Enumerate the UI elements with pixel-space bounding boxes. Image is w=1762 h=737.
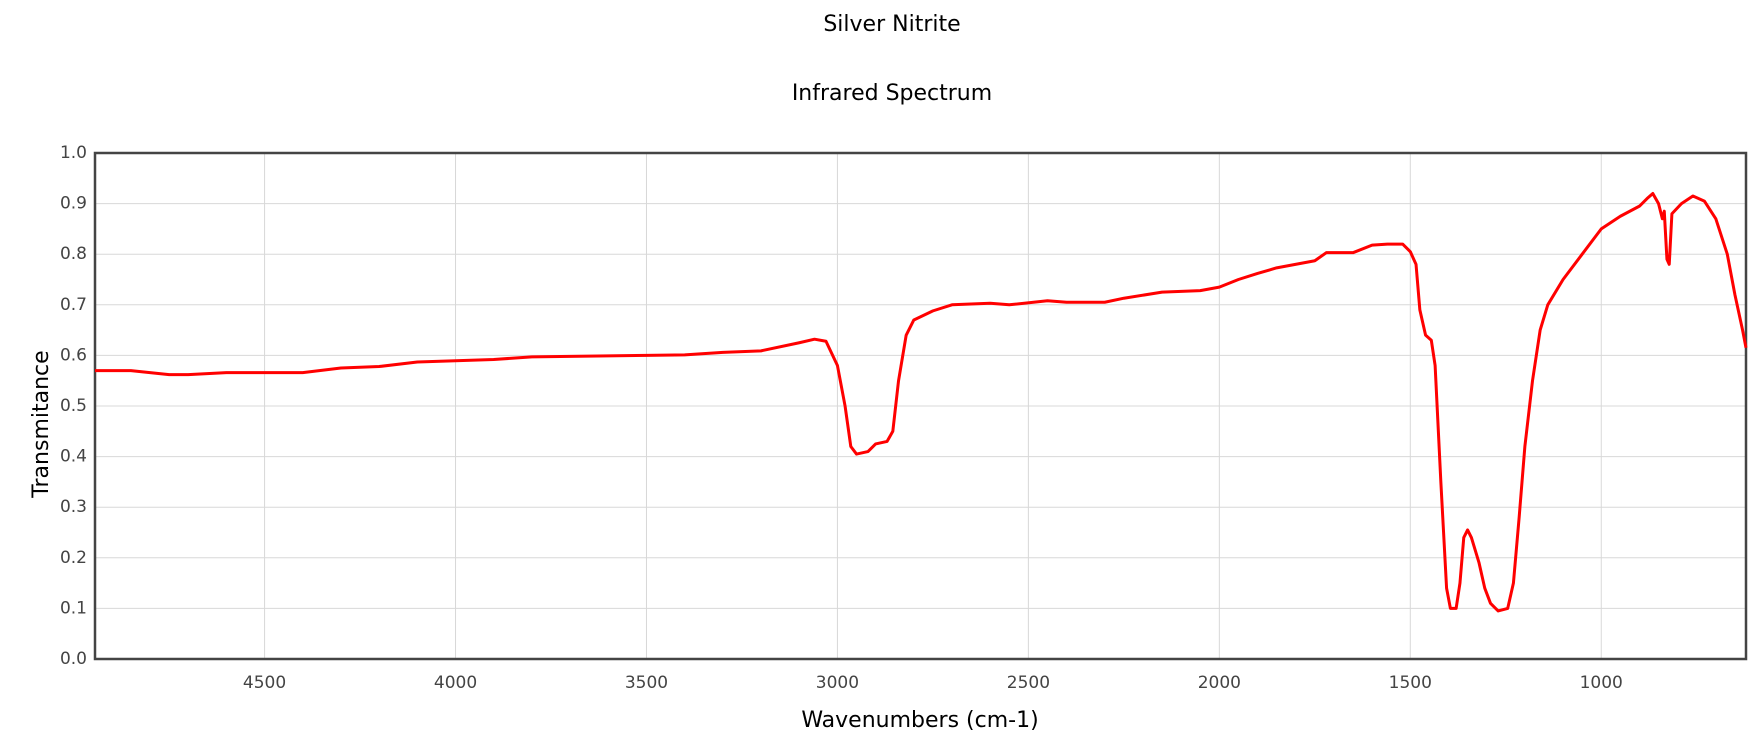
x-tick-label: 3000 — [816, 673, 859, 693]
chart-title: Silver Nitrite — [823, 12, 960, 37]
y-tick-label: 0.9 — [60, 194, 87, 214]
x-tick-label: 2500 — [1007, 673, 1050, 693]
y-axis-title: Transmitance — [29, 350, 54, 498]
plot-frame — [93, 151, 1748, 661]
y-tick-label: 0.7 — [60, 295, 87, 315]
y-tick-label: 0.3 — [60, 497, 87, 517]
x-tick-label: 4500 — [243, 673, 286, 693]
x-tick-label: 1500 — [1389, 673, 1432, 693]
spectrum-line — [95, 191, 1748, 613]
y-tick-label: 0.4 — [60, 447, 87, 467]
y-tick-label: 0.5 — [60, 396, 87, 416]
y-tick-label: 0.8 — [60, 244, 87, 264]
x-tick-label: 4000 — [434, 673, 477, 693]
x-axis-title: Wavenumbers (cm-1) — [801, 708, 1038, 733]
x-tick-label: 2000 — [1198, 673, 1241, 693]
y-tick-label: 0.0 — [60, 649, 87, 669]
y-tick-label: 0.1 — [60, 598, 87, 618]
y-tick-label: 0.2 — [60, 548, 87, 568]
x-tick-label: 3500 — [625, 673, 668, 693]
chart-subtitle: Infrared Spectrum — [792, 81, 992, 106]
x-tick-label: 1000 — [1580, 673, 1623, 693]
y-tick-label: 0.6 — [60, 345, 87, 365]
y-tick-label: 1.0 — [60, 143, 87, 163]
